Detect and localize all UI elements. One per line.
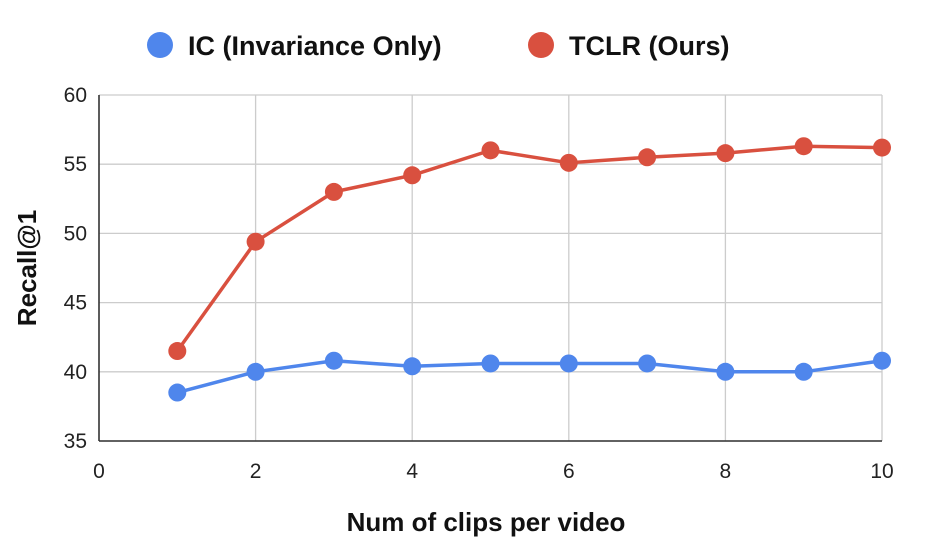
legend-marker bbox=[147, 32, 173, 58]
data-point bbox=[638, 354, 657, 373]
data-point bbox=[873, 351, 891, 370]
series-line bbox=[176, 358, 883, 395]
data-point bbox=[403, 357, 422, 376]
data-point bbox=[481, 141, 500, 160]
x-tick-label: 6 bbox=[563, 460, 575, 483]
data-point bbox=[481, 354, 500, 373]
legend-label: TCLR (Ours) bbox=[569, 31, 729, 61]
legend-label: IC (Invariance Only) bbox=[188, 31, 442, 61]
data-point bbox=[168, 383, 187, 402]
data-point bbox=[638, 148, 657, 167]
x-tick-label: 4 bbox=[406, 460, 418, 483]
x-tick-label: 10 bbox=[870, 460, 893, 483]
data-point bbox=[873, 138, 891, 157]
series-line bbox=[175, 144, 883, 353]
legend: IC (Invariance Only) TCLR (Ours) bbox=[147, 31, 729, 61]
axes: 35 40 45 50 55 60 0 2 4 6 8 10 bbox=[64, 84, 894, 483]
data-point bbox=[716, 144, 735, 163]
data-point bbox=[559, 354, 578, 373]
data-point bbox=[559, 153, 578, 172]
series-layer bbox=[168, 137, 891, 402]
data-point bbox=[794, 137, 813, 156]
data-point bbox=[403, 166, 422, 185]
data-point bbox=[168, 342, 187, 361]
data-point bbox=[324, 182, 343, 201]
legend-item: TCLR (Ours) bbox=[528, 31, 729, 61]
y-tick-label: 55 bbox=[64, 153, 87, 176]
x-tick-label: 8 bbox=[720, 460, 732, 483]
y-tick-label: 35 bbox=[64, 430, 87, 453]
series-1 bbox=[168, 137, 891, 361]
data-point bbox=[246, 362, 265, 381]
legend-marker bbox=[528, 32, 554, 58]
y-axis-title: Recall@1 bbox=[12, 210, 42, 326]
y-tick-label: 45 bbox=[64, 292, 87, 315]
data-point bbox=[716, 362, 735, 381]
data-point bbox=[794, 362, 813, 381]
x-axis-title: Num of clips per video bbox=[347, 507, 626, 537]
x-tick-label: 0 bbox=[93, 460, 105, 483]
y-tick-label: 50 bbox=[64, 222, 87, 245]
x-tick-label: 2 bbox=[250, 460, 262, 483]
data-point bbox=[324, 351, 343, 370]
data-point bbox=[246, 232, 265, 251]
series-0 bbox=[168, 351, 891, 402]
legend-item: IC (Invariance Only) bbox=[147, 31, 442, 61]
y-tick-label: 40 bbox=[64, 361, 87, 384]
y-tick-label: 60 bbox=[64, 84, 87, 107]
